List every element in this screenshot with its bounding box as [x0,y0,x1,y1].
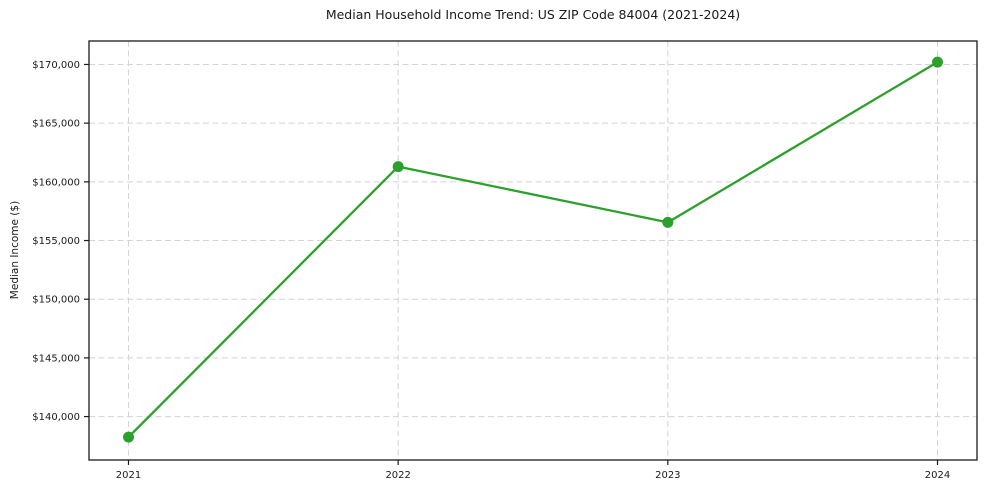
y-tick-label: $170,000 [32,60,80,71]
y-tick-label: $155,000 [32,236,80,247]
y-tick-label: $150,000 [32,295,80,306]
data-point-2021 [123,431,134,443]
x-tick-label: 2023 [655,470,680,481]
x-tick-label: 2022 [385,470,410,481]
data-point-2023 [662,216,674,228]
data-point-2024 [932,56,943,68]
y-tick-label: $160,000 [32,177,80,188]
y-tick-label: $145,000 [32,353,80,364]
plot-border [88,40,978,461]
y-tick-label: $165,000 [32,119,80,130]
chart-title: Median Household Income Trend: US ZIP Co… [325,7,741,22]
data-point-2022 [392,161,404,173]
trend-line [127,60,939,439]
x-tick-label: 2024 [925,470,950,481]
y-tick-label: $140,000 [32,412,80,423]
x-tick-label: 2021 [116,470,141,481]
